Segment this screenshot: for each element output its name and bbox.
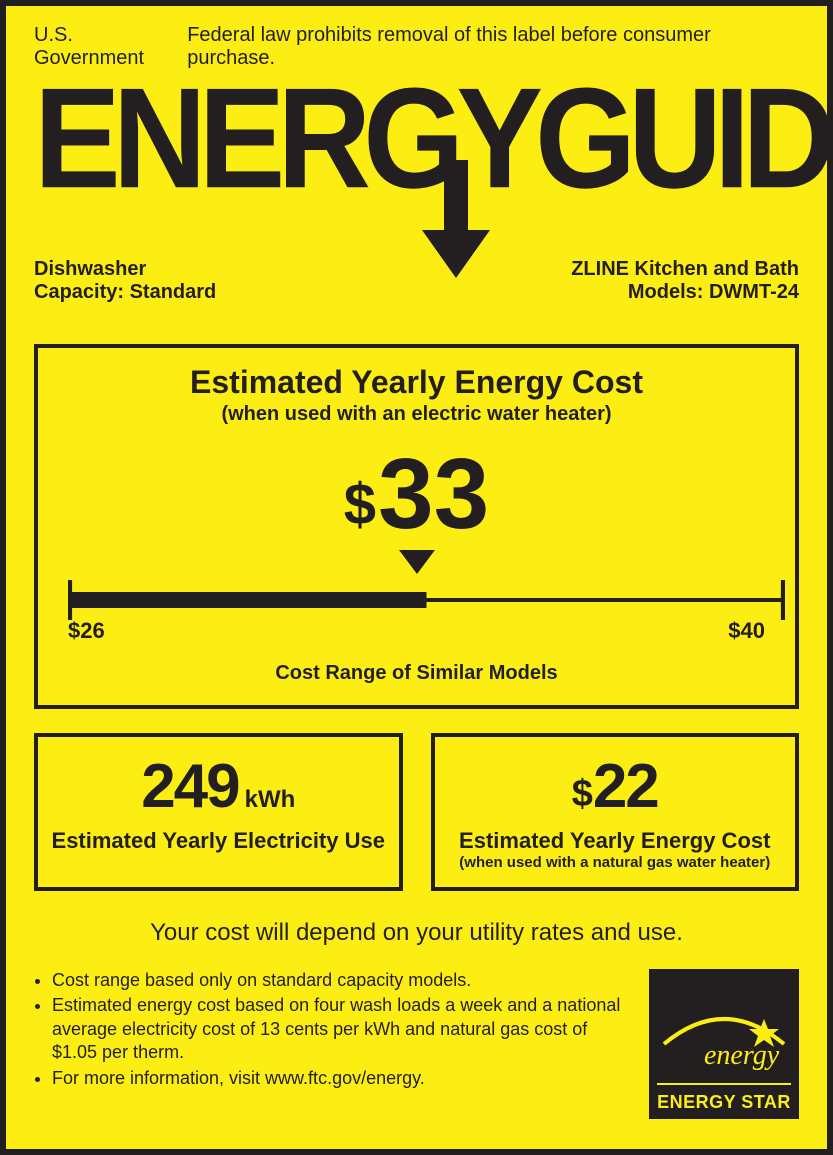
gas-cost-box: $ 22 Estimated Yearly Energy Cost (when … — [431, 733, 800, 891]
bullet-item: Cost range based only on standard capaci… — [52, 969, 629, 992]
cost-scale: $26 $40 — [58, 550, 775, 660]
energyguide-label: U.S. Government Federal law prohibits re… — [0, 0, 833, 1155]
pointer-down-icon — [399, 550, 435, 576]
dollar-sign: $ — [344, 476, 376, 534]
energy-star-badge: energy ENERGY STAR — [649, 969, 799, 1119]
depend-text: Your cost will depend on your utility ra… — [34, 919, 799, 947]
product-capacity: Capacity: Standard — [34, 281, 216, 304]
bullet-item: For more information, visit www.ftc.gov/… — [52, 1067, 629, 1090]
scale-min: $26 — [68, 618, 105, 644]
product-models: Models: DWMT-24 — [571, 281, 799, 304]
product-right: ZLINE Kitchen and Bath Models: DWMT-24 — [571, 258, 799, 304]
gas-label: Estimated Yearly Energy Cost — [445, 828, 786, 854]
energy-star-icon: energy — [649, 969, 799, 1089]
logo: ENERGYGUIDE — [34, 74, 799, 224]
kwh-value: 249 — [141, 751, 238, 822]
two-boxes-row: 249 kWh Estimated Yearly Electricity Use… — [34, 733, 799, 891]
energy-star-text: ENERGY STAR — [649, 1092, 799, 1113]
kwh-unit: kWh — [245, 786, 296, 814]
scale-max: $40 — [728, 618, 765, 644]
scale-caption: Cost Range of Similar Models — [58, 662, 775, 685]
main-cost-value: $ 33 — [58, 444, 775, 544]
gas-value: 22 — [593, 751, 658, 822]
product-type: Dishwasher — [34, 258, 216, 281]
gas-dollar-sign: $ — [572, 773, 593, 816]
gas-sub: (when used with a natural gas water heat… — [445, 854, 786, 871]
kwh-label: Estimated Yearly Electricity Use — [48, 828, 389, 854]
scale-axis — [68, 580, 785, 620]
main-cost-box: Estimated Yearly Energy Cost (when used … — [34, 344, 799, 709]
product-brand: ZLINE Kitchen and Bath — [571, 258, 799, 281]
bullet-item: Estimated energy cost based on four wash… — [52, 994, 629, 1064]
cost-number: 33 — [378, 444, 489, 544]
scale-labels: $26 $40 — [68, 618, 765, 644]
main-title: Estimated Yearly Energy Cost — [58, 364, 775, 401]
arrow-down-icon — [416, 160, 496, 290]
bullet-list: Cost range based only on standard capaci… — [34, 969, 629, 1119]
main-subtitle: (when used with an electric water heater… — [58, 403, 775, 426]
bottom-row: Cost range based only on standard capaci… — [34, 969, 799, 1119]
kwh-box: 249 kWh Estimated Yearly Electricity Use — [34, 733, 403, 891]
product-left: Dishwasher Capacity: Standard — [34, 258, 216, 304]
svg-text:energy: energy — [704, 1040, 780, 1071]
